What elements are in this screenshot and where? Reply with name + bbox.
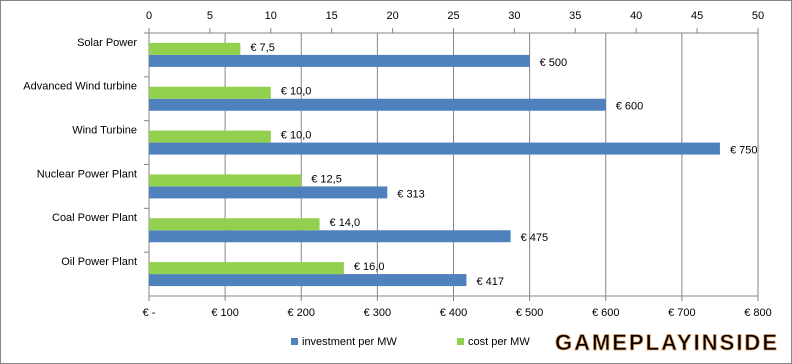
value-label: € 10,0: [281, 129, 312, 141]
legend-label: cost per MW: [468, 336, 530, 348]
value-label: € 417: [476, 276, 504, 288]
y-tick-label: Oil Power Plant: [61, 256, 137, 268]
value-label: € 14,0: [330, 217, 361, 229]
x2-tick-label: 5: [207, 10, 213, 22]
bar: [149, 174, 302, 187]
x2-tick-label: 25: [447, 10, 459, 22]
bar: [149, 230, 511, 243]
bar: [149, 42, 241, 55]
bar: [149, 130, 271, 143]
y-tick-label: Coal Power Plant: [52, 212, 137, 224]
value-label: € 475: [521, 232, 549, 244]
x2-tick-label: 45: [691, 10, 703, 22]
bar: [149, 54, 530, 67]
legend-swatch: [457, 338, 464, 345]
x2-tick-label: 15: [326, 10, 338, 22]
bar: [149, 98, 606, 111]
y-tick-label: Wind Turbine: [72, 124, 137, 136]
value-label: € 12,5: [311, 173, 342, 185]
x-tick-label: € 600: [592, 307, 620, 319]
x2-tick-label: 50: [752, 10, 764, 22]
bar: [149, 86, 271, 99]
x-tick-label: € 300: [364, 307, 392, 319]
x2-tick-label: 40: [630, 10, 642, 22]
y-tick-label: Advanced Wind turbine: [23, 81, 137, 93]
x-tick-label: € -: [143, 307, 156, 319]
value-label: € 16,0: [354, 261, 385, 273]
y-tick-label: Solar Power: [77, 37, 137, 49]
x2-tick-label: 30: [508, 10, 520, 22]
watermark: GAMEPLAYINSIDE: [555, 330, 779, 355]
x-tick-label: € 200: [287, 307, 315, 319]
bar: [149, 186, 388, 199]
value-label: € 600: [616, 101, 644, 113]
bar: [149, 142, 720, 155]
x2-tick-label: 20: [386, 10, 398, 22]
legend-swatch: [291, 338, 298, 345]
value-label: € 10,0: [281, 86, 312, 98]
legend-label: investment per MW: [302, 336, 397, 348]
bar: [149, 274, 467, 287]
value-label: € 7,5: [250, 42, 274, 54]
y-tick-label: Nuclear Power Plant: [37, 168, 137, 180]
value-label: € 313: [397, 188, 425, 200]
x-tick-label: € 500: [516, 307, 544, 319]
bar: [149, 218, 320, 231]
x-tick-label: € 700: [668, 307, 696, 319]
x2-tick-label: 35: [569, 10, 581, 22]
bar: [149, 262, 344, 275]
x-tick-label: € 800: [744, 307, 772, 319]
x-tick-label: € 400: [440, 307, 468, 319]
value-label: € 750: [730, 144, 758, 156]
x2-tick-label: 10: [265, 10, 277, 22]
x2-tick-label: 0: [146, 10, 152, 22]
value-label: € 500: [540, 57, 568, 69]
x-tick-label: € 100: [211, 307, 239, 319]
